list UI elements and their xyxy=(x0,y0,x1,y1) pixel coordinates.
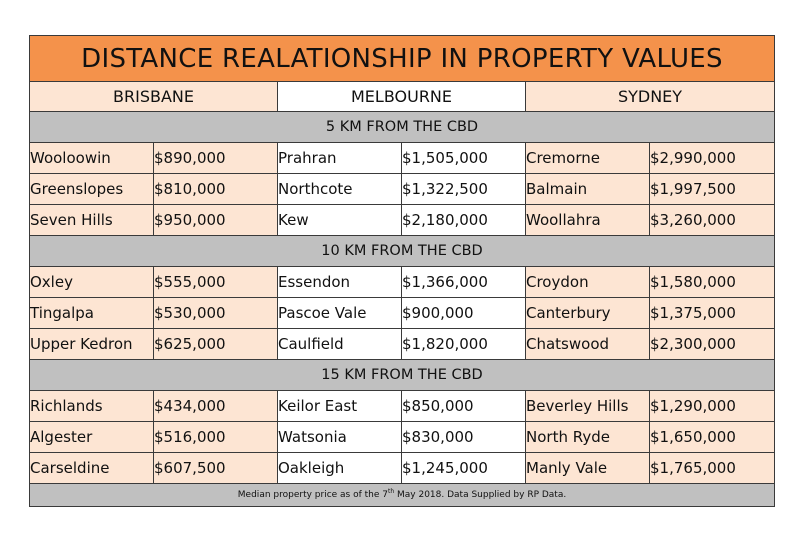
price-cell-melbourne: $850,000 xyxy=(401,390,526,422)
price-cell-sydney: $2,300,000 xyxy=(648,328,776,360)
table-row: Seven Hills $950,000 Kew $2,180,000 Woollahr… xyxy=(29,204,776,236)
section-label: 15 KM FROM THE CBD xyxy=(28,359,776,391)
suburb-cell-melbourne: Prahran xyxy=(277,142,402,174)
footnote-ordinal-suffix: th xyxy=(388,488,395,495)
suburb-cell-melbourne: Watsonia xyxy=(277,421,402,453)
suburb-cell-sydney: Manly Vale xyxy=(525,452,650,484)
price-cell-sydney: $3,260,000 xyxy=(648,204,776,236)
price-cell-melbourne: $1,505,000 xyxy=(401,142,526,174)
table-row: Algester $516,000 Watsonia $830,000 North Ry… xyxy=(29,421,776,453)
footnote-text-start: Median property price as of the 7 xyxy=(237,490,388,500)
section-label: 5 KM FROM THE CBD xyxy=(28,111,776,143)
price-cell-sydney: $2,990,000 xyxy=(648,142,776,174)
price-cell-brisbane: $890,000 xyxy=(153,142,278,174)
suburb-cell-brisbane: Wooloowin xyxy=(29,142,154,174)
suburb-cell-brisbane: Upper Kedron xyxy=(29,328,154,360)
price-cell-sydney: $1,997,500 xyxy=(648,173,776,205)
price-cell-melbourne: $1,322,500 xyxy=(401,173,526,205)
price-cell-brisbane: $555,000 xyxy=(153,266,278,298)
suburb-cell-brisbane: Algester xyxy=(29,421,154,453)
footnote: Median property price as of the 7th May … xyxy=(28,483,776,507)
price-cell-sydney: $1,375,000 xyxy=(648,297,776,329)
suburb-cell-brisbane: Richlands xyxy=(29,390,154,422)
suburb-cell-sydney: Beverley Hills xyxy=(525,390,650,422)
table-row: Oxley $555,000 Essendon $1,366,000 Croydon $1… xyxy=(29,266,776,298)
suburb-cell-sydney: Woollahra xyxy=(525,204,650,236)
table-row: Greenslopes $810,000 Northcote $1,322,500 Ba… xyxy=(29,173,776,205)
section-label: 10 KM FROM THE CBD xyxy=(28,235,776,267)
suburb-cell-melbourne: Kew xyxy=(277,204,402,236)
price-cell-melbourne: $1,245,000 xyxy=(401,452,526,484)
table-row: Wooloowin $890,000 Prahran $1,505,000 Cremor… xyxy=(29,142,776,174)
table-row: Carseldine $607,500 Oakleigh $1,245,000 Manl… xyxy=(29,452,776,484)
footnote-text-end: May 2018. Data Supplied by RP Data. xyxy=(394,490,567,500)
section-header-row: 15 KM FROM THE CBD xyxy=(28,359,776,391)
title-row: DISTANCE REALATIONSHIP IN PROPERTY VALUE… xyxy=(28,35,776,82)
suburb-cell-melbourne: Northcote xyxy=(277,173,402,205)
city-header-brisbane: BRISBANE xyxy=(29,81,278,112)
footnote-row: Median property price as of the 7th May … xyxy=(28,483,776,507)
price-cell-melbourne: $900,000 xyxy=(401,297,526,329)
suburb-cell-sydney: Balmain xyxy=(525,173,650,205)
price-cell-melbourne: $830,000 xyxy=(401,421,526,453)
price-cell-melbourne: $1,820,000 xyxy=(401,328,526,360)
price-cell-brisbane: $516,000 xyxy=(153,421,278,453)
suburb-cell-melbourne: Oakleigh xyxy=(277,452,402,484)
suburb-cell-brisbane: Oxley xyxy=(29,266,154,298)
suburb-cell-sydney: Canterbury xyxy=(525,297,650,329)
price-cell-sydney: $1,650,000 xyxy=(648,421,776,453)
table-row: Upper Kedron $625,000 Caulfield $1,820,000 C… xyxy=(29,328,776,360)
price-cell-sydney: $1,290,000 xyxy=(648,390,776,422)
suburb-cell-sydney: Chatswood xyxy=(525,328,650,360)
price-cell-brisbane: $810,000 xyxy=(153,173,278,205)
price-cell-sydney: $1,765,000 xyxy=(648,452,776,484)
suburb-cell-sydney: Cremorne xyxy=(525,142,650,174)
city-header-sydney: SYDNEY xyxy=(524,81,776,112)
table-row: Tingalpa $530,000 Pascoe Vale $900,000 Cante… xyxy=(29,297,776,329)
suburb-cell-melbourne: Caulfield xyxy=(277,328,402,360)
city-header-melbourne: MELBOURNE xyxy=(277,81,526,112)
suburb-cell-melbourne: Pascoe Vale xyxy=(277,297,402,329)
table-row: Richlands $434,000 Keilor East $850,000 Beve… xyxy=(29,390,776,422)
suburb-cell-melbourne: Essendon xyxy=(277,266,402,298)
suburb-cell-brisbane: Seven Hills xyxy=(29,204,154,236)
price-cell-brisbane: $434,000 xyxy=(153,390,278,422)
suburb-cell-sydney: Croydon xyxy=(525,266,650,298)
suburb-cell-brisbane: Greenslopes xyxy=(29,173,154,205)
price-cell-sydney: $1,580,000 xyxy=(648,266,776,298)
city-header-row: BRISBANE MELBOURNE SYDNEY xyxy=(29,81,776,112)
table-title: DISTANCE REALATIONSHIP IN PROPERTY VALUE… xyxy=(28,35,776,82)
suburb-cell-melbourne: Keilor East xyxy=(277,390,402,422)
price-cell-melbourne: $2,180,000 xyxy=(401,204,526,236)
price-cell-brisbane: $625,000 xyxy=(153,328,278,360)
section-header-row: 5 KM FROM THE CBD xyxy=(28,111,776,143)
section-header-row: 10 KM FROM THE CBD xyxy=(28,235,776,267)
suburb-cell-sydney: North Ryde xyxy=(525,421,650,453)
suburb-cell-brisbane: Tingalpa xyxy=(29,297,154,329)
price-cell-brisbane: $607,500 xyxy=(153,452,278,484)
price-cell-melbourne: $1,366,000 xyxy=(401,266,526,298)
suburb-cell-brisbane: Carseldine xyxy=(29,452,154,484)
property-values-table: DISTANCE REALATIONSHIP IN PROPERTY VALUE… xyxy=(28,35,776,507)
price-cell-brisbane: $530,000 xyxy=(153,297,278,329)
price-cell-brisbane: $950,000 xyxy=(153,204,278,236)
